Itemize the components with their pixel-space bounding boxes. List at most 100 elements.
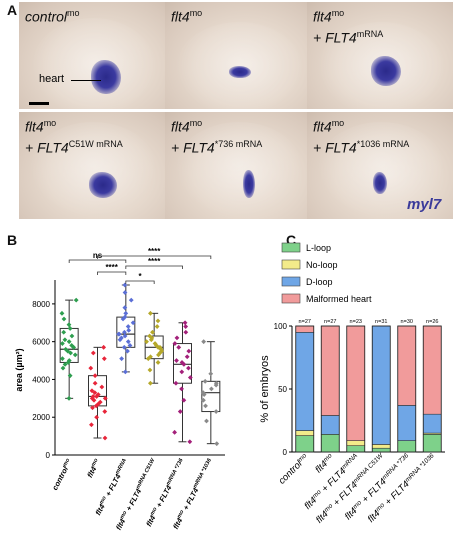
heart-stain: [243, 170, 255, 198]
data-point: [187, 439, 193, 445]
y-tick-label: 50: [278, 385, 287, 394]
data-point: [154, 324, 160, 329]
bar-segment: [397, 405, 417, 441]
data-point: [90, 405, 95, 411]
data-point: [89, 422, 94, 428]
data-point: [122, 305, 128, 311]
significance-bracket: [68, 259, 127, 263]
x-tick-label: controlmo: [50, 457, 74, 492]
tile-label-sup: mo: [43, 118, 57, 128]
data-point: [66, 322, 72, 328]
data-point: [69, 343, 75, 348]
legend-swatch: [281, 293, 301, 304]
data-point: [122, 369, 128, 375]
tile-flt4-mo: flt4mo: [165, 2, 312, 109]
data-point: [183, 324, 189, 329]
y-axis-label: area (µm²): [14, 348, 24, 391]
significance-label: *: [138, 272, 142, 281]
data-point: [62, 361, 68, 367]
tile-flt4-mo-flt4-c51w: flt4mo + FLT4C51W mRNA: [19, 112, 166, 219]
y-tick-label: 100: [274, 322, 288, 331]
legend-swatch: [281, 259, 301, 270]
scale-bar: [29, 102, 49, 105]
data-point: [201, 397, 206, 403]
data-point: [102, 395, 108, 401]
bar-outline: [295, 325, 315, 453]
data-point: [158, 346, 164, 352]
tile-label-text: + FLT4: [313, 29, 357, 46]
tile-label-sup: mo: [67, 8, 80, 18]
data-point: [89, 388, 95, 394]
tile-label-sup: mRNA: [380, 138, 410, 149]
heart-label: heart: [39, 73, 65, 85]
tile-label-text: + FLT4: [25, 139, 69, 156]
tile-label-sup: mo: [189, 118, 203, 128]
data-point: [148, 337, 154, 343]
panel-a-letter: A: [7, 2, 18, 18]
data-point: [147, 367, 153, 373]
heart-stain: [371, 56, 401, 86]
y-tick-label: 8000: [32, 300, 50, 309]
legend-swatch: [281, 242, 301, 253]
y-tick-label: 4000: [32, 375, 50, 384]
data-point: [152, 341, 158, 346]
data-point: [200, 390, 206, 396]
data-point: [149, 335, 155, 341]
tile-flt4-mo-flt4-1036: flt4mo + FLT4*1036 mRNA myl7: [307, 112, 453, 219]
tile-label-sup: *736: [214, 138, 234, 149]
bar-segment: [371, 447, 391, 453]
significance-bracket: [125, 265, 183, 269]
embryo-shape: [175, 122, 303, 217]
significance-label: ****: [105, 263, 118, 272]
bar-segment: [320, 325, 340, 416]
data-point: [92, 390, 98, 396]
data-point: [125, 348, 130, 354]
data-point: [90, 350, 96, 356]
heart-pointer-line: [71, 80, 101, 81]
data-point: [102, 409, 108, 414]
tile-label: flt4mo + FLT4*736 mRNA: [171, 115, 262, 156]
bar-segment: [320, 415, 340, 435]
tile-label: flt4mo: [171, 5, 202, 26]
data-point: [179, 360, 185, 365]
data-point: [116, 331, 121, 337]
data-point: [60, 365, 66, 371]
data-point: [203, 403, 208, 409]
stacked-bar-chart: L-loop No-loop D-loop Malformed heart 0 50 100…: [259, 242, 445, 526]
n-label: n=30: [401, 319, 413, 325]
data-point: [66, 339, 72, 345]
x-tick-label: controlmo: [277, 452, 312, 487]
tile-control-mo: controlmo heart: [19, 2, 166, 109]
bar-segment: [295, 435, 315, 453]
data-point: [66, 395, 72, 401]
legend-label: Malformed heart: [306, 294, 372, 304]
data-point: [125, 339, 131, 345]
n-label: n=27: [324, 319, 336, 325]
tile-label-text: flt4: [313, 118, 332, 135]
data-point: [121, 344, 127, 350]
bar-segment: [320, 434, 340, 453]
data-point: [92, 373, 98, 379]
heart-stain: [91, 60, 121, 94]
data-point: [145, 356, 151, 362]
data-point: [176, 344, 182, 350]
tile-label-sup: mRNA: [356, 28, 384, 39]
legend-label: L-loop: [306, 243, 331, 253]
tile-label-sup: mo: [331, 118, 345, 128]
data-point: [186, 348, 192, 354]
significance-label: ****: [148, 257, 161, 266]
tile-label-sup: mRNA: [233, 138, 263, 149]
embryo-shape: [175, 22, 303, 109]
x-tick-label: flt4mo: [85, 457, 102, 479]
data-point: [187, 375, 193, 380]
y-tick-label: 6000: [32, 338, 50, 347]
data-point: [144, 339, 149, 345]
data-point: [183, 329, 189, 335]
data-point: [130, 320, 136, 326]
gene-label-myl7: myl7: [407, 196, 442, 213]
data-point: [93, 403, 99, 409]
data-point: [122, 290, 128, 295]
bar-segment: [295, 430, 315, 436]
data-point: [156, 352, 161, 358]
bar-outline: [422, 325, 442, 453]
